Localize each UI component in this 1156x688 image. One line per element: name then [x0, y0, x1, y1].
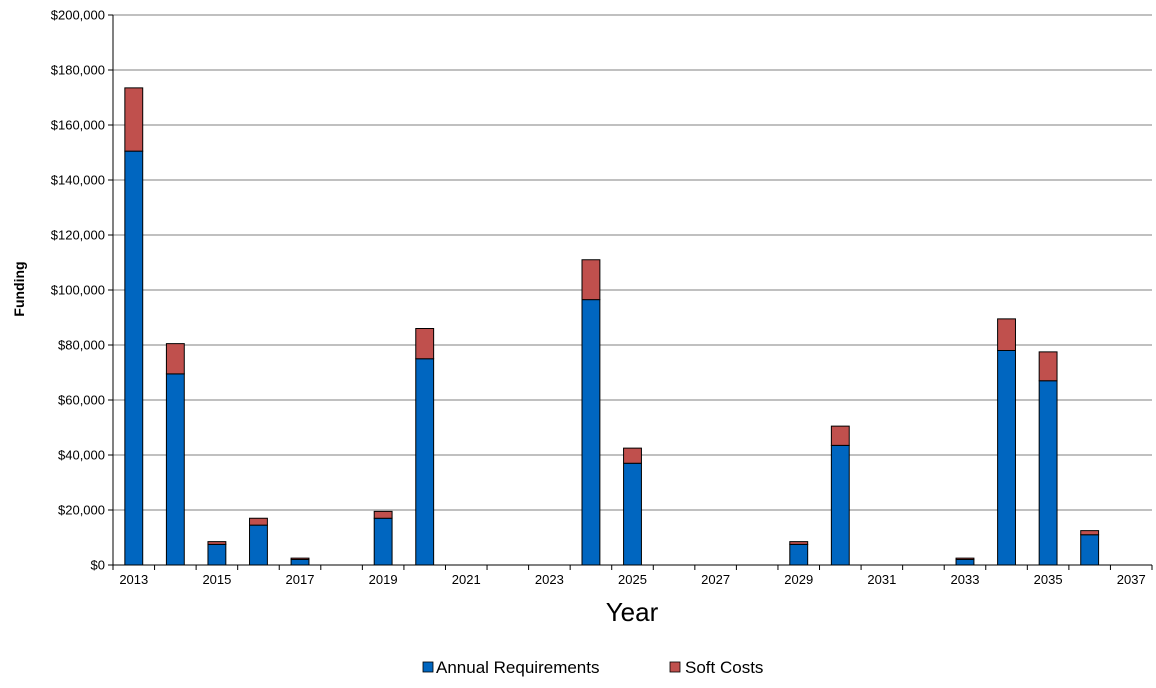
y-tick-label: $180,000 [51, 63, 105, 78]
bar-annual-requirements [789, 543, 809, 566]
tick-labels: $0 $20,000 $40,000 $60,000 $80,000 $100,000 $1… [51, 8, 1146, 588]
bar-soft-costs [1080, 530, 1100, 536]
bar-soft-costs [249, 517, 268, 526]
bar-annual-requirements [249, 524, 268, 566]
x-tick-label: 2025 [618, 572, 647, 587]
gridlines [113, 14, 1152, 511]
x-tick-label: 2017 [286, 572, 315, 587]
bars [124, 87, 1100, 566]
y-tick-label: $200,000 [51, 8, 105, 23]
x-tick-label: 2019 [369, 572, 398, 587]
y-axis-label: Funding [11, 261, 27, 316]
bar-soft-costs [165, 343, 185, 375]
bar-soft-costs [124, 87, 144, 152]
bar-soft-costs [373, 510, 393, 519]
y-tick-label: $40,000 [58, 448, 105, 463]
legend-swatch-soft-costs [669, 661, 681, 673]
legend-label-soft-costs: Soft Costs [685, 658, 763, 677]
y-tick-label: $140,000 [51, 173, 105, 188]
bar-annual-requirements [207, 543, 227, 566]
bar-annual-requirements [623, 462, 642, 566]
bar-soft-costs [623, 447, 642, 464]
x-tick-label: 2027 [701, 572, 730, 587]
x-tick-label: 2033 [951, 572, 980, 587]
bar-soft-costs [207, 541, 227, 545]
x-tick-label: 2037 [1117, 572, 1146, 587]
bar-soft-costs [290, 557, 310, 560]
y-tick-label: $120,000 [51, 228, 105, 243]
y-tick-label: $100,000 [51, 283, 105, 298]
bar-annual-requirements [415, 358, 435, 566]
bar-annual-requirements [290, 559, 310, 566]
bar-soft-costs [415, 328, 435, 360]
x-tick-label: 2021 [452, 572, 481, 587]
y-tick-label: $0 [91, 558, 105, 573]
x-tick-label: 2035 [1034, 572, 1063, 587]
x-tick-label: 2013 [119, 572, 148, 587]
y-tick-label: $80,000 [58, 338, 105, 353]
x-tick-label: 2023 [535, 572, 564, 587]
bar-annual-requirements [1038, 380, 1058, 566]
bar-annual-requirements [830, 444, 850, 566]
bar-annual-requirements [997, 350, 1016, 566]
bar-annual-requirements [955, 559, 975, 566]
bar-soft-costs [581, 259, 601, 301]
bar-annual-requirements [124, 150, 144, 566]
bar-soft-costs [1038, 351, 1058, 382]
bar-annual-requirements [165, 373, 185, 566]
legend-label-annual-requirements: Annual Requirements [436, 658, 599, 677]
legend: Annual Requirements Soft Costs [422, 658, 763, 677]
bar-soft-costs [997, 318, 1016, 351]
y-tick-label: $160,000 [51, 118, 105, 133]
bar-annual-requirements [1080, 534, 1100, 566]
y-tick-label: $60,000 [58, 393, 105, 408]
x-tick-label: 2029 [784, 572, 813, 587]
bar-soft-costs [789, 541, 809, 545]
bar-soft-costs [955, 557, 975, 560]
bar-annual-requirements [581, 299, 601, 566]
x-tick-label: 2015 [202, 572, 231, 587]
x-tick-label: 2031 [867, 572, 896, 587]
bar-soft-costs [830, 425, 850, 446]
x-axis-label: Year [606, 597, 659, 627]
axes [108, 14, 1153, 570]
legend-swatch-annual-requirements [422, 661, 434, 673]
y-tick-label: $20,000 [58, 503, 105, 518]
bar-annual-requirements [373, 517, 393, 566]
